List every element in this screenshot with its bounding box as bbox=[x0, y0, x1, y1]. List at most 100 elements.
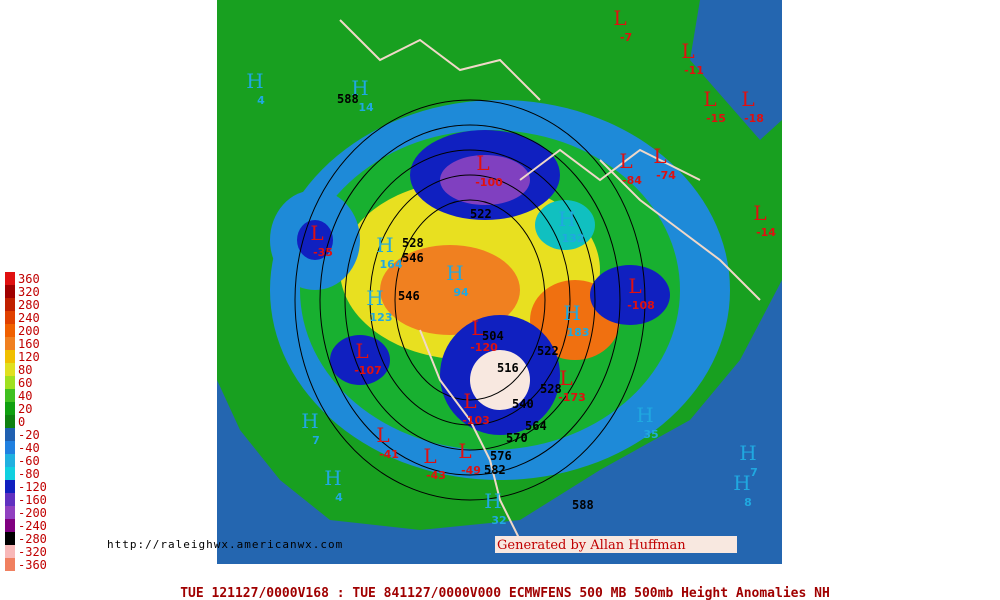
center-symbol: H bbox=[563, 301, 580, 325]
legend-label: 120 bbox=[18, 350, 40, 364]
legend-swatch bbox=[5, 363, 15, 376]
legend-label: 200 bbox=[18, 324, 40, 338]
contour-label: 540 bbox=[512, 397, 534, 411]
credit-box bbox=[495, 536, 737, 553]
center-value: -84 bbox=[622, 174, 642, 187]
center-symbol: L bbox=[753, 201, 766, 225]
footer: TUE 121127/0000V168 : TUE 841127/0000V00… bbox=[180, 586, 830, 600]
center-value: -100 bbox=[475, 176, 503, 189]
legend-swatch bbox=[5, 337, 15, 350]
center-value: -35 bbox=[313, 246, 333, 259]
contour-label: 528 bbox=[540, 382, 562, 396]
center-value: -11 bbox=[684, 64, 704, 77]
legend-label: 240 bbox=[18, 311, 40, 325]
center-value: 4 bbox=[335, 491, 343, 504]
center-value: 164 bbox=[380, 258, 403, 271]
legend-label: -20 bbox=[18, 428, 40, 442]
center-value: -120 bbox=[470, 341, 498, 354]
legend-swatch bbox=[5, 324, 15, 337]
center-symbol: H bbox=[484, 489, 501, 513]
center-symbol: H bbox=[246, 69, 263, 93]
credit: Generated by Allan Huffman bbox=[497, 538, 686, 553]
legend-swatch bbox=[5, 350, 15, 363]
center-value: -43 bbox=[426, 469, 446, 482]
center-symbol: L bbox=[423, 444, 436, 468]
legend-swatch bbox=[5, 298, 15, 311]
center-symbol: L bbox=[310, 221, 323, 245]
center-symbol: L bbox=[613, 6, 626, 30]
center-symbol: L bbox=[619, 149, 632, 173]
legend-label: -200 bbox=[18, 506, 47, 520]
center-value: 14 bbox=[358, 101, 374, 114]
legend-swatch bbox=[5, 285, 15, 298]
center-symbol: L bbox=[681, 39, 694, 63]
legend-swatch bbox=[5, 441, 15, 454]
legend-swatch bbox=[5, 506, 15, 519]
center-symbol: H bbox=[366, 286, 383, 310]
legend-swatch bbox=[5, 415, 15, 428]
legend-swatch bbox=[5, 454, 15, 467]
legend-label: -280 bbox=[18, 532, 47, 546]
center-symbol: H bbox=[324, 466, 341, 490]
center-value: -103 bbox=[462, 414, 490, 427]
center-symbol: H bbox=[636, 403, 653, 427]
map bbox=[217, 0, 782, 564]
legend-label: 80 bbox=[18, 363, 32, 377]
center-symbol: L bbox=[458, 439, 471, 463]
center-value: 183 bbox=[567, 326, 590, 339]
legend-swatch bbox=[5, 311, 15, 324]
legend-label: -60 bbox=[18, 454, 40, 468]
center-symbol: L bbox=[741, 87, 754, 111]
center-symbol: H bbox=[376, 233, 393, 257]
contour-label: 546 bbox=[398, 289, 420, 303]
legend-swatch bbox=[5, 272, 15, 285]
contour-label: 570 bbox=[506, 431, 528, 445]
center-value: -18 bbox=[744, 112, 764, 125]
legend-label: 60 bbox=[18, 376, 32, 390]
center-value: -108 bbox=[627, 299, 655, 312]
legend-label: -120 bbox=[18, 480, 47, 494]
center-symbol: H bbox=[739, 441, 756, 465]
center-symbol: L bbox=[559, 366, 572, 390]
legend-label: -80 bbox=[18, 467, 40, 481]
legend-swatch bbox=[5, 480, 15, 493]
center-value: 35 bbox=[643, 428, 658, 441]
center-value: -173 bbox=[558, 391, 586, 404]
center-value: -7 bbox=[620, 31, 632, 44]
legend-swatch bbox=[5, 532, 15, 545]
legend-label: -40 bbox=[18, 441, 40, 455]
contour-label: 516 bbox=[497, 361, 519, 375]
legend-label: -320 bbox=[18, 545, 47, 559]
legend-swatch bbox=[5, 519, 15, 532]
contour-label: 588 bbox=[572, 498, 594, 512]
legend-swatch bbox=[5, 389, 15, 402]
contour-label: 564 bbox=[525, 419, 547, 433]
contour-label: 522 bbox=[537, 344, 559, 358]
center-symbol: H bbox=[446, 261, 463, 285]
center-value: 94 bbox=[453, 286, 469, 299]
center-value: 4 bbox=[257, 94, 265, 107]
center-symbol: H bbox=[558, 207, 575, 231]
contour-label: 522 bbox=[470, 207, 492, 221]
legend-label: 0 bbox=[18, 415, 25, 429]
legend-label: 40 bbox=[18, 389, 32, 403]
center-value: 7 bbox=[750, 466, 758, 479]
center-value: 132 bbox=[562, 232, 585, 245]
legend-swatch bbox=[5, 428, 15, 441]
center-value: 7 bbox=[312, 434, 320, 447]
center-value: -74 bbox=[656, 169, 676, 182]
legend-swatch bbox=[5, 402, 15, 415]
center-symbol: L bbox=[628, 274, 641, 298]
center-symbol: L bbox=[376, 423, 389, 447]
legend-label: 320 bbox=[18, 285, 40, 299]
center-value: 32 bbox=[491, 514, 506, 527]
center-value: -14 bbox=[756, 226, 776, 239]
center-value: -107 bbox=[354, 364, 382, 377]
center-value: 123 bbox=[370, 311, 393, 324]
center-symbol: L bbox=[703, 87, 716, 111]
contour-label: 504 bbox=[482, 329, 504, 343]
center-value: -49 bbox=[461, 464, 481, 477]
center-value: -15 bbox=[706, 112, 726, 125]
contour-label: 528 bbox=[402, 236, 424, 250]
